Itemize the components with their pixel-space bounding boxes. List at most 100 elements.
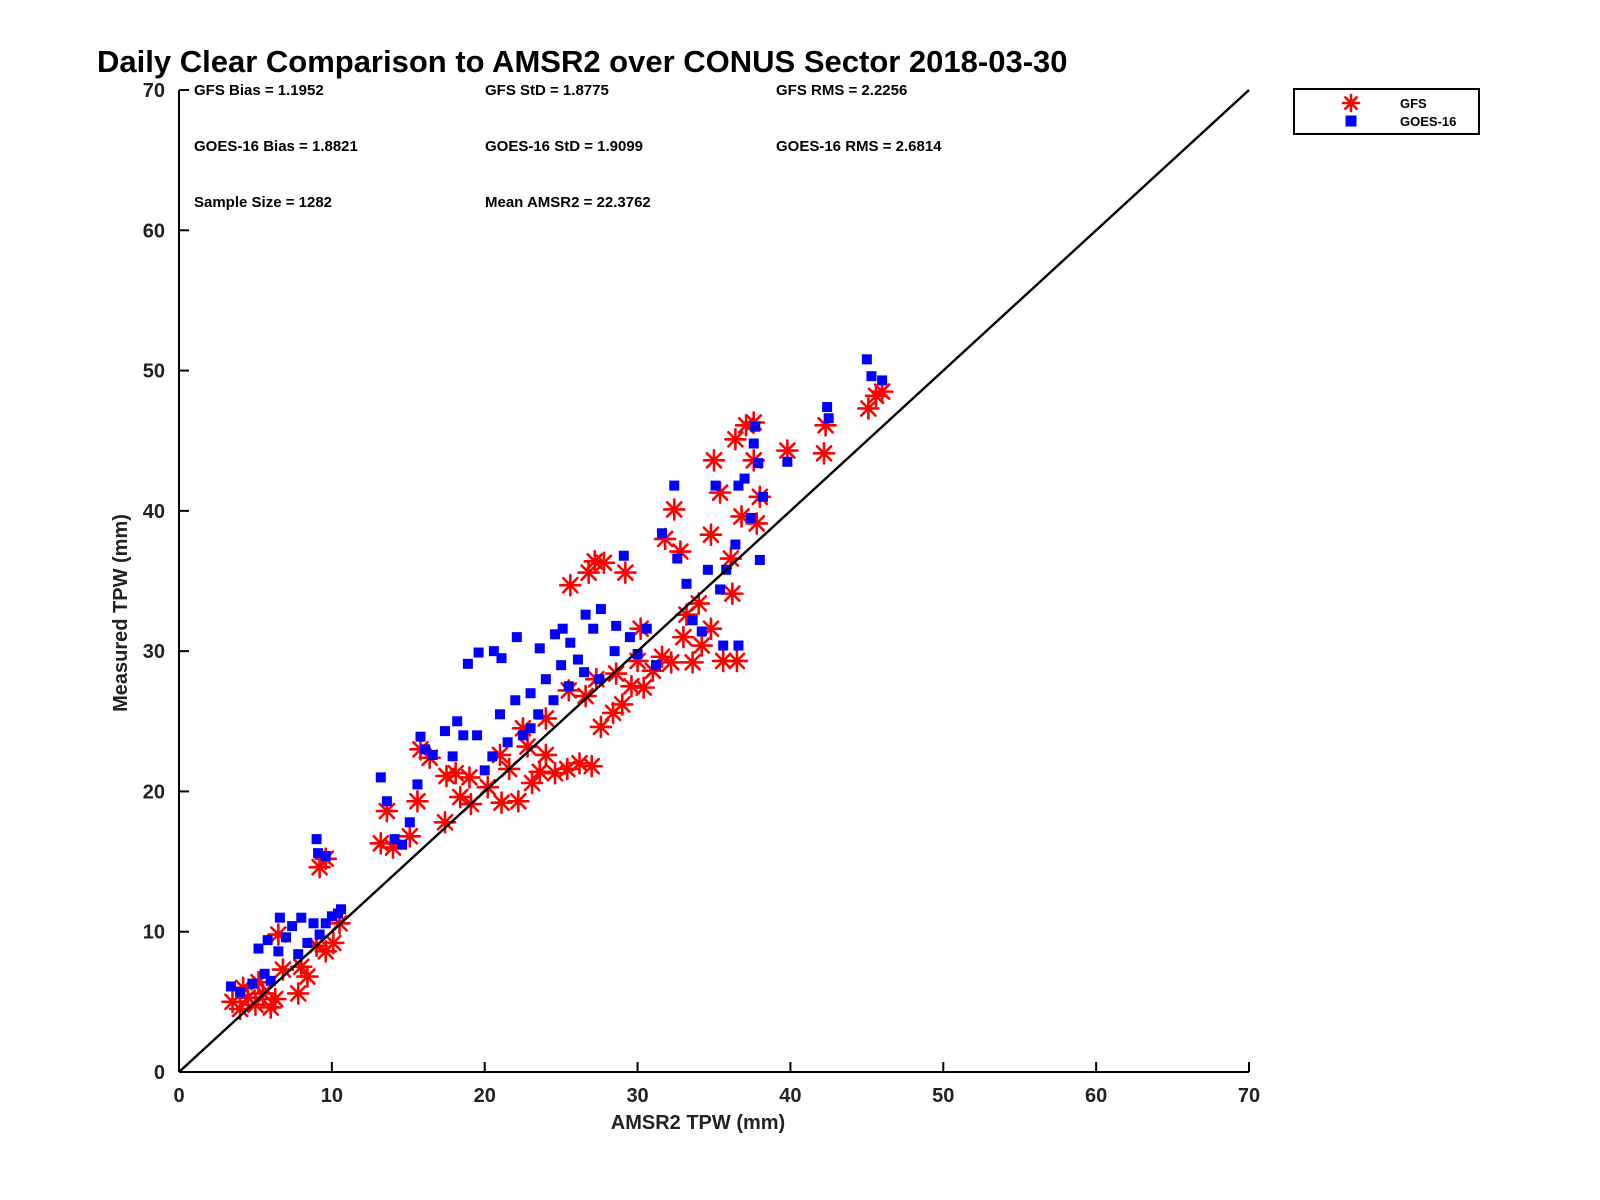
- gfs-point: [690, 634, 714, 657]
- legend: GFS GOES-16: [1293, 88, 1480, 135]
- goes16-point: [710, 480, 721, 491]
- gfs-point: [857, 397, 880, 420]
- series-goes-16: [225, 354, 888, 998]
- stat-gfs-rms: GFS RMS = 2.2256: [776, 82, 907, 99]
- goes16-point: [1345, 115, 1357, 127]
- goes16-point: [753, 458, 764, 469]
- goes16-point: [595, 604, 606, 615]
- gfs-point: [812, 442, 836, 465]
- y-tick-label: 70: [143, 80, 165, 102]
- goes16-point: [748, 438, 759, 449]
- goes16-point: [381, 796, 392, 807]
- goes16-point: [320, 918, 331, 929]
- goes16-point: [548, 695, 559, 706]
- goes16-point: [730, 539, 741, 550]
- y-tick-label: 50: [143, 361, 165, 383]
- goes16-point: [556, 660, 567, 671]
- gfs-point: [725, 649, 749, 673]
- goes16-point: [641, 623, 652, 634]
- goes16-point: [696, 626, 707, 637]
- goes16-point: [404, 817, 415, 828]
- gfs-point: [296, 965, 319, 988]
- goes16-point: [750, 421, 761, 432]
- gfs-point: [604, 662, 628, 685]
- goes16-point: [320, 850, 331, 861]
- goes16-point: [702, 564, 713, 575]
- goes16-point: [308, 918, 319, 929]
- stat-gfs-bias: GFS Bias = 1.1952: [194, 82, 324, 99]
- goes16-point: [462, 658, 473, 669]
- goes16-point: [525, 723, 536, 734]
- goes16-point: [718, 640, 729, 651]
- goes16-point: [452, 716, 463, 727]
- stat-mean-amsr2: Mean AMSR2 = 22.3762: [485, 194, 651, 211]
- gfs-point: [721, 582, 744, 605]
- y-axis-label: Measured TPW (mm): [110, 514, 132, 712]
- goes16-point: [565, 637, 576, 648]
- goes16-point: [579, 667, 590, 678]
- goes16-point: [235, 987, 246, 998]
- goes16-point: [739, 473, 750, 484]
- goes16-point: [447, 751, 458, 762]
- gfs-point: [286, 982, 310, 1005]
- stat-goes-bias: GOES-16 Bias = 1.8821: [194, 138, 358, 155]
- goes16-point: [247, 978, 258, 989]
- stat-goes-std: GOES-16 StD = 1.9099: [485, 138, 643, 155]
- gfs-point: [662, 498, 686, 521]
- x-tick-label: 70: [1238, 1085, 1260, 1107]
- goes16-point: [733, 480, 744, 491]
- gfs-point: [672, 625, 695, 649]
- goes16-point: [287, 921, 298, 932]
- gfs-point: [448, 785, 472, 809]
- goes16-point: [458, 730, 469, 741]
- axes: 0 10 20 30 40 50 60 70 0 10 20 30 40 50 60 70: [143, 80, 1260, 1107]
- goes16-point: [657, 528, 668, 539]
- goes16-point: [572, 654, 583, 665]
- goes16-point: [265, 975, 276, 986]
- x-tick-label: 60: [1085, 1085, 1107, 1107]
- y-tick-label: 0: [154, 1062, 165, 1084]
- goes16-point: [580, 609, 591, 620]
- gfs-point: [458, 766, 481, 789]
- y-tick-label: 60: [143, 220, 165, 242]
- goes16-point: [557, 623, 568, 634]
- goes16-point: [487, 751, 498, 762]
- goes16-point: [669, 480, 680, 491]
- goes16-point: [273, 946, 284, 957]
- goes16-point: [479, 765, 490, 776]
- gfs-point: [444, 761, 467, 785]
- reference-line: [178, 89, 1250, 1073]
- goes16-point: [336, 904, 347, 915]
- gfs-point: [776, 439, 799, 462]
- x-tick-label: 50: [932, 1085, 954, 1107]
- goes16-point: [550, 629, 561, 640]
- goes16-point: [495, 709, 505, 720]
- goes16-point: [511, 632, 522, 643]
- goes16-point: [472, 730, 483, 741]
- gfs-point: [702, 449, 726, 472]
- goes16-point: [822, 402, 833, 413]
- legend-box: [1293, 88, 1480, 135]
- gfs-point: [699, 523, 723, 547]
- goes16-point: [525, 688, 536, 699]
- x-tick-label: 40: [779, 1085, 801, 1107]
- goes16-point: [313, 848, 324, 859]
- gfs-point: [490, 791, 513, 814]
- gfs-point: [322, 931, 345, 955]
- y-tick-label: 30: [143, 641, 165, 663]
- goes16-point: [439, 726, 450, 737]
- gfs-point: [263, 987, 287, 1011]
- gfs-point: [574, 684, 597, 708]
- x-tick-label: 30: [626, 1085, 648, 1107]
- goes16-point: [259, 968, 270, 979]
- x-axis-label: AMSR2 TPW (mm): [611, 1112, 785, 1134]
- stats-panel: GFS Bias = 1.1952 GFS StD = 1.8775 GFS R…: [194, 82, 942, 211]
- goes16-point: [253, 943, 264, 954]
- gfs-point: [520, 771, 544, 795]
- goes16-point: [681, 578, 692, 589]
- goes16-point: [262, 935, 273, 946]
- goes16-point: [326, 911, 337, 922]
- goes16-point: [782, 456, 793, 467]
- goes16-point: [420, 744, 431, 755]
